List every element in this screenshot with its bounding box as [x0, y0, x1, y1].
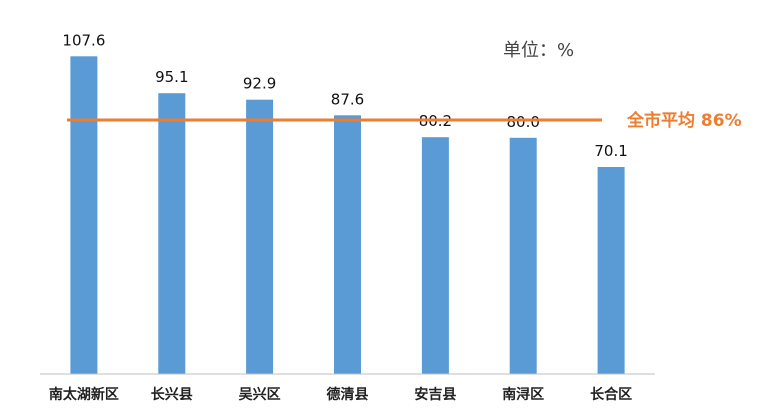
- bar-value-label-6: 80.0: [506, 113, 539, 131]
- bar-value-label-3: 92.9: [243, 75, 276, 93]
- category-label-2: 长兴县: [151, 386, 193, 403]
- bar-7: [597, 167, 625, 374]
- bar-value-label-1: 107.6: [62, 31, 105, 49]
- bar-6: [509, 137, 537, 374]
- bar-5: [421, 137, 449, 374]
- average-reference-label: 全市平均 86%: [626, 110, 742, 131]
- value-labels-layer: 107.695.192.987.680.280.070.1: [62, 31, 627, 160]
- bar-1: [70, 56, 98, 375]
- category-label-7: 长合区: [590, 386, 632, 403]
- category-label-4: 德清县: [327, 386, 369, 403]
- bars-layer: [70, 56, 625, 375]
- bar-value-label-7: 70.1: [594, 142, 627, 160]
- category-label-5: 安吉县: [414, 386, 456, 403]
- unit-label: 单位：%: [503, 40, 574, 61]
- bar-4: [334, 115, 361, 375]
- category-label-1: 南太湖新区: [49, 386, 119, 403]
- bar-value-label-2: 95.1: [155, 68, 188, 86]
- category-label-3: 吴兴区: [239, 386, 281, 403]
- bar-3: [246, 99, 274, 374]
- category-labels-layer: 南太湖新区 长兴县 吴兴区 德清县 安吉县 南浔区 长合区: [49, 386, 632, 403]
- bar-value-label-4: 87.6: [331, 90, 364, 108]
- category-label-6: 南浔区: [502, 386, 544, 403]
- bar-2: [158, 93, 186, 374]
